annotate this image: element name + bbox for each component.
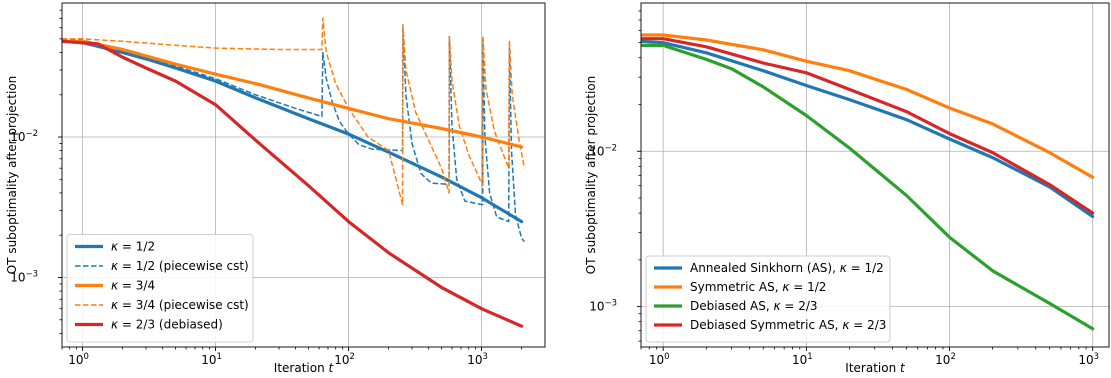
x-tick-label: 101	[792, 352, 813, 367]
x-axis-label-text: Iteration	[274, 361, 329, 375]
legend-label-3: Debiased AS, κ = 2/3	[690, 299, 818, 313]
x-tick-base: 10	[1078, 353, 1093, 367]
x-tick-exponent: 0	[664, 352, 669, 362]
x-tick-label: 102	[334, 352, 355, 367]
x-axis-label-var: t	[900, 361, 906, 375]
legend-label-text: Annealed Sinkhorn (AS),	[690, 261, 840, 275]
x-tick-label: 103	[1078, 352, 1099, 367]
legend-label-symbol: κ	[782, 280, 790, 294]
legend-label-value: = 1/2	[118, 240, 155, 254]
legend-label-text: Debiased Symmetric AS,	[690, 318, 842, 332]
x-tick-exponent: 0	[84, 352, 89, 362]
legend-label-3: κ = 3/4	[111, 279, 155, 293]
series-group	[641, 33, 1095, 331]
legend-label-text: Debiased AS,	[690, 299, 773, 313]
x-axis-label-var: t	[329, 361, 335, 375]
x-tick-exponent: 3	[1094, 352, 1099, 362]
legend-label-value: = 1/2 (piecewise cst)	[118, 259, 249, 273]
y-tick-label: 10−2	[10, 129, 38, 144]
legend-label-symbol: κ	[111, 240, 119, 254]
legend-box	[645, 255, 891, 343]
series-group	[62, 17, 526, 328]
series-line-4	[641, 37, 1095, 215]
legend-label-symbol: κ	[111, 259, 119, 273]
x-tick-label: 100	[649, 352, 670, 367]
x-tick-base: 10	[68, 353, 83, 367]
legend-label-value: = 1/2	[789, 280, 826, 294]
legend-label-value: = 1/2	[847, 261, 884, 275]
legend-label-text: Symmetric AS,	[690, 280, 782, 294]
series-line-3	[641, 43, 1095, 331]
y-tick-label: 10−2	[589, 143, 617, 158]
x-tick-base: 10	[935, 353, 950, 367]
y-tick-base: 10	[10, 270, 25, 284]
y-tick-base: 10	[589, 144, 604, 158]
legend-label-4: κ = 3/4 (piecewise cst)	[111, 298, 249, 312]
legend-label-symbol: κ	[842, 318, 850, 332]
legend-label-1: κ = 1/2	[111, 240, 155, 254]
legend-label-value: = 3/4	[118, 279, 155, 293]
series-line-1	[641, 39, 1095, 219]
x-tick-label: 102	[935, 352, 956, 367]
legend-box	[66, 234, 254, 343]
legend-label-value: = 3/4 (piecewise cst)	[118, 298, 249, 312]
x-tick-label: 100	[68, 352, 89, 367]
y-tick-exponent: −3	[25, 269, 38, 279]
y-tick-exponent: −2	[25, 129, 38, 139]
legend-label-5: κ = 2/3 (debiased)	[111, 318, 223, 332]
y-axis-label: OT suboptimality after projection	[584, 76, 598, 275]
x-tick-base: 10	[201, 353, 216, 367]
x-axis-label: Iteration t	[274, 361, 335, 375]
legend-label-4: Debiased Symmetric AS, κ = 2/3	[690, 318, 886, 332]
x-tick-base: 10	[649, 353, 664, 367]
x-tick-base: 10	[467, 353, 482, 367]
legend-label-value: = 2/3	[781, 299, 818, 313]
x-tick-exponent: 1	[217, 352, 222, 362]
x-tick-exponent: 2	[349, 352, 354, 362]
x-axis-label-text: Iteration	[845, 361, 900, 375]
x-tick-base: 10	[792, 353, 807, 367]
series-line-2	[62, 26, 525, 243]
legend-label-symbol: κ	[111, 298, 119, 312]
y-axis-label: OT suboptimality after projection	[5, 76, 19, 275]
plot-frame	[61, 2, 546, 348]
x-tick-exponent: 2	[950, 352, 955, 362]
y-tick-base: 10	[589, 300, 604, 314]
y-tick-exponent: −3	[604, 299, 617, 309]
y-tick-label: 10−3	[589, 299, 617, 314]
x-tick-exponent: 3	[482, 352, 487, 362]
x-tick-label: 103	[467, 352, 488, 367]
legend-label-symbol: κ	[840, 261, 848, 275]
series-line-3	[62, 39, 524, 149]
legend-label-symbol: κ	[773, 299, 781, 313]
legend-label-value: = 2/3 (debiased)	[118, 318, 223, 332]
x-tick-base: 10	[334, 353, 349, 367]
series-line-2	[641, 33, 1095, 179]
x-tick-label: 101	[201, 352, 222, 367]
legend-label-2: κ = 1/2 (piecewise cst)	[111, 259, 249, 273]
y-tick-label: 10−3	[10, 269, 38, 284]
legend-label-value: = 2/3	[849, 318, 886, 332]
x-tick-exponent: 1	[807, 352, 812, 362]
y-tick-exponent: −2	[604, 143, 617, 153]
legend: Annealed Sinkhorn (AS), κ = 1/2Symmetric…	[645, 255, 891, 343]
legend-label-2: Symmetric AS, κ = 1/2	[690, 280, 826, 294]
legend: κ = 1/2κ = 1/2 (piecewise cst)κ = 3/4κ =…	[66, 234, 254, 343]
series-line-4	[62, 17, 526, 206]
y-tick-base: 10	[10, 130, 25, 144]
legend-label-1: Annealed Sinkhorn (AS), κ = 1/2	[690, 261, 884, 275]
legend-label-symbol: κ	[111, 318, 119, 332]
legend-label-symbol: κ	[111, 279, 119, 293]
plot-frame	[640, 2, 1110, 348]
series-line-5	[62, 39, 524, 328]
x-axis-label: Iteration t	[845, 361, 906, 375]
series-line-1	[62, 39, 524, 224]
